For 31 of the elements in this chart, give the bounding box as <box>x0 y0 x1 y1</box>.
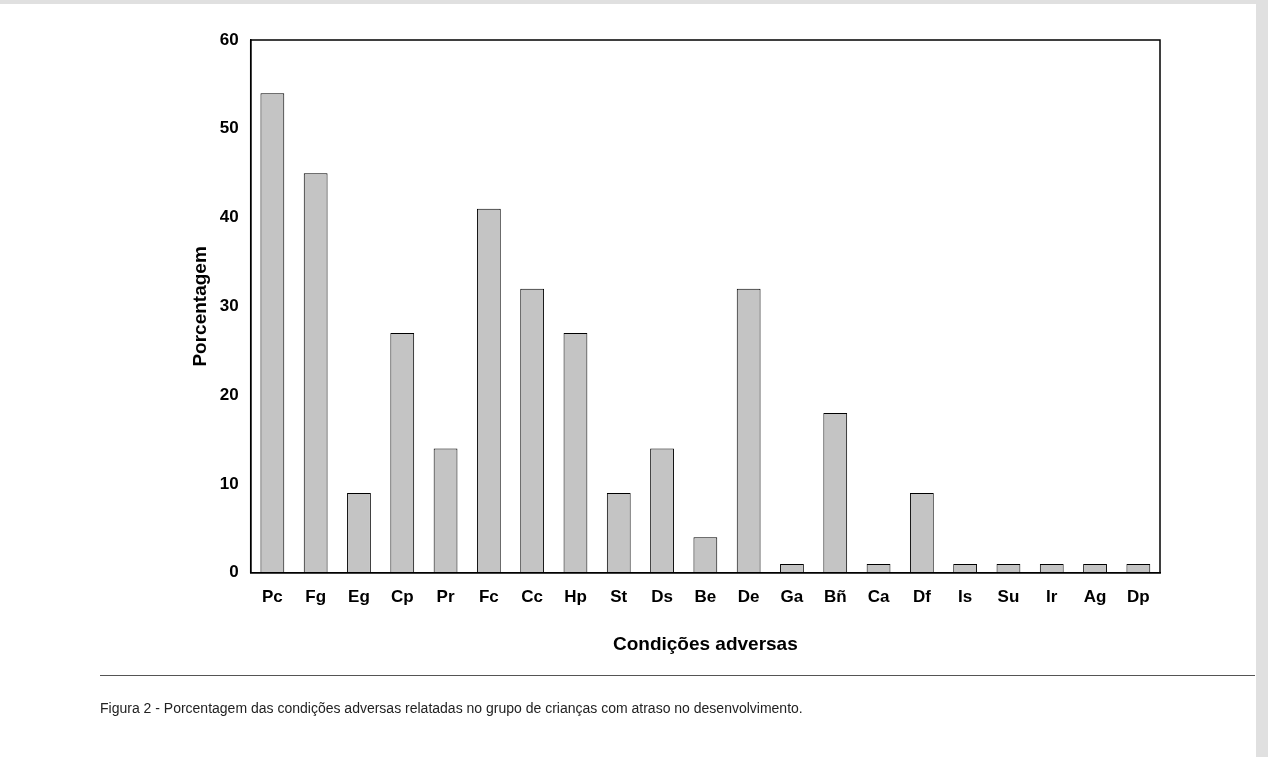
x-tick-label: Hp <box>564 586 587 606</box>
x-tick-label: Pr <box>436 586 455 606</box>
text: Figura 2 - Porcentagem das condições adversas relatadas no grupo de crianças com atraso no desenvolvimento. <box>100 700 804 716</box>
x-tick-label: Cc <box>521 586 544 606</box>
y-tick-label: 30 <box>219 296 239 316</box>
x-tick-label: Ds <box>651 586 673 606</box>
x-tick-label: Ir <box>1046 586 1058 606</box>
x-tick-label: Ga <box>780 586 804 606</box>
x-tick-label: Pc <box>261 586 283 606</box>
y-tick-label: 10 <box>219 473 239 493</box>
x-tick-label: Ag <box>1083 586 1107 606</box>
x-tick-label: Fc <box>478 586 499 606</box>
x-tick-label: Dp <box>1127 586 1150 606</box>
x-tick-label: Fg <box>305 586 327 606</box>
x-axis-title: Condições adversas <box>612 632 798 654</box>
y-tick-label: 20 <box>219 384 239 404</box>
x-tick-label: Is <box>958 586 973 606</box>
x-tick-label: Df <box>912 586 932 606</box>
x-tick-label: Cp <box>390 586 414 606</box>
y-tick-label: 60 <box>219 29 239 49</box>
x-tick-label: Eg <box>348 586 370 606</box>
y-tick-label: 40 <box>219 207 239 227</box>
y-tick-label: 0 <box>229 562 239 582</box>
y-axis-title: Porcentagem <box>188 246 210 367</box>
x-tick-label: Be <box>694 586 717 606</box>
y-tick-label: 50 <box>219 118 239 138</box>
x-tick-label: Ca <box>867 586 890 606</box>
x-tick-label: Bñ <box>823 586 847 606</box>
x-tick-label: St <box>610 586 628 606</box>
x-tick-label: De <box>737 586 760 606</box>
x-tick-label: Su <box>997 586 1020 606</box>
